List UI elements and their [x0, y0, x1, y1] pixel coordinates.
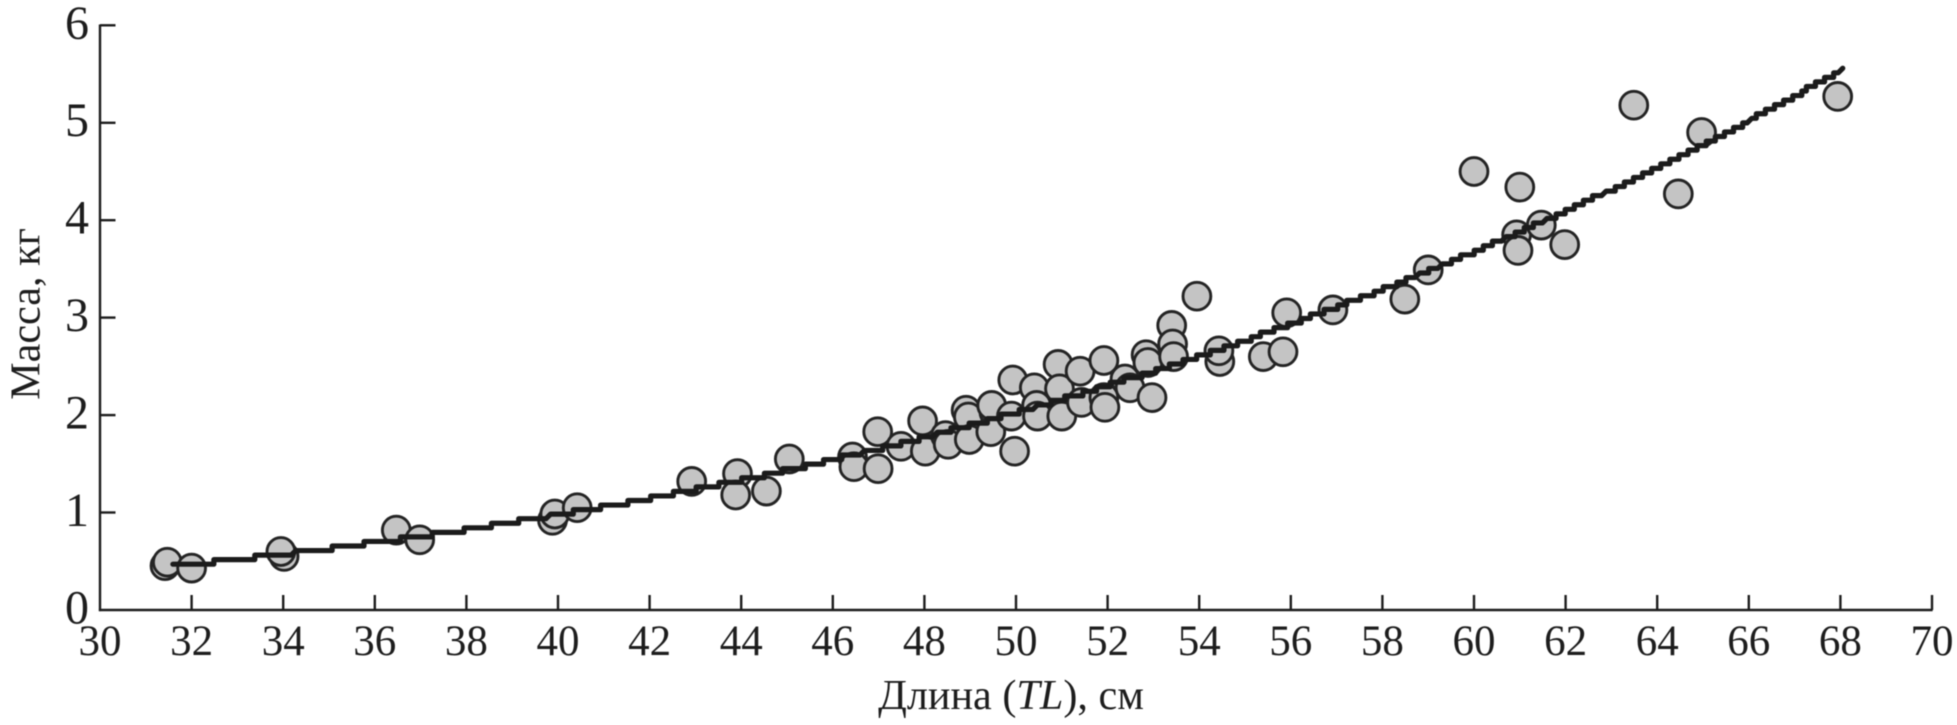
svg-text:48: 48: [903, 618, 946, 665]
svg-text:54: 54: [1178, 618, 1221, 665]
svg-text:34: 34: [262, 618, 305, 665]
svg-text:70: 70: [1911, 618, 1954, 665]
svg-text:50: 50: [995, 618, 1038, 665]
svg-text:4: 4: [65, 192, 89, 245]
svg-text:2: 2: [65, 387, 89, 440]
svg-text:60: 60: [1453, 618, 1496, 665]
svg-text:52: 52: [1086, 618, 1129, 665]
svg-text:40: 40: [537, 618, 580, 665]
svg-text:Длина (TL), см: Длина (TL), см: [878, 672, 1144, 719]
svg-text:64: 64: [1636, 618, 1679, 665]
svg-text:58: 58: [1361, 618, 1404, 665]
svg-text:0: 0: [65, 582, 89, 635]
svg-text:46: 46: [811, 618, 854, 665]
svg-text:30: 30: [79, 618, 122, 665]
svg-text:1: 1: [65, 484, 89, 537]
svg-text:42: 42: [628, 618, 671, 665]
svg-text:3: 3: [65, 289, 89, 342]
svg-text:44: 44: [720, 618, 763, 665]
svg-text:38: 38: [445, 618, 488, 665]
svg-text:36: 36: [353, 618, 396, 665]
svg-text:5: 5: [65, 94, 89, 147]
svg-text:6: 6: [65, 0, 89, 50]
svg-text:66: 66: [1727, 618, 1770, 665]
svg-text:32: 32: [170, 618, 213, 665]
svg-text:68: 68: [1819, 618, 1862, 665]
svg-text:Масса, кг: Масса, кг: [3, 228, 50, 400]
svg-text:62: 62: [1544, 618, 1587, 665]
svg-text:56: 56: [1269, 618, 1312, 665]
